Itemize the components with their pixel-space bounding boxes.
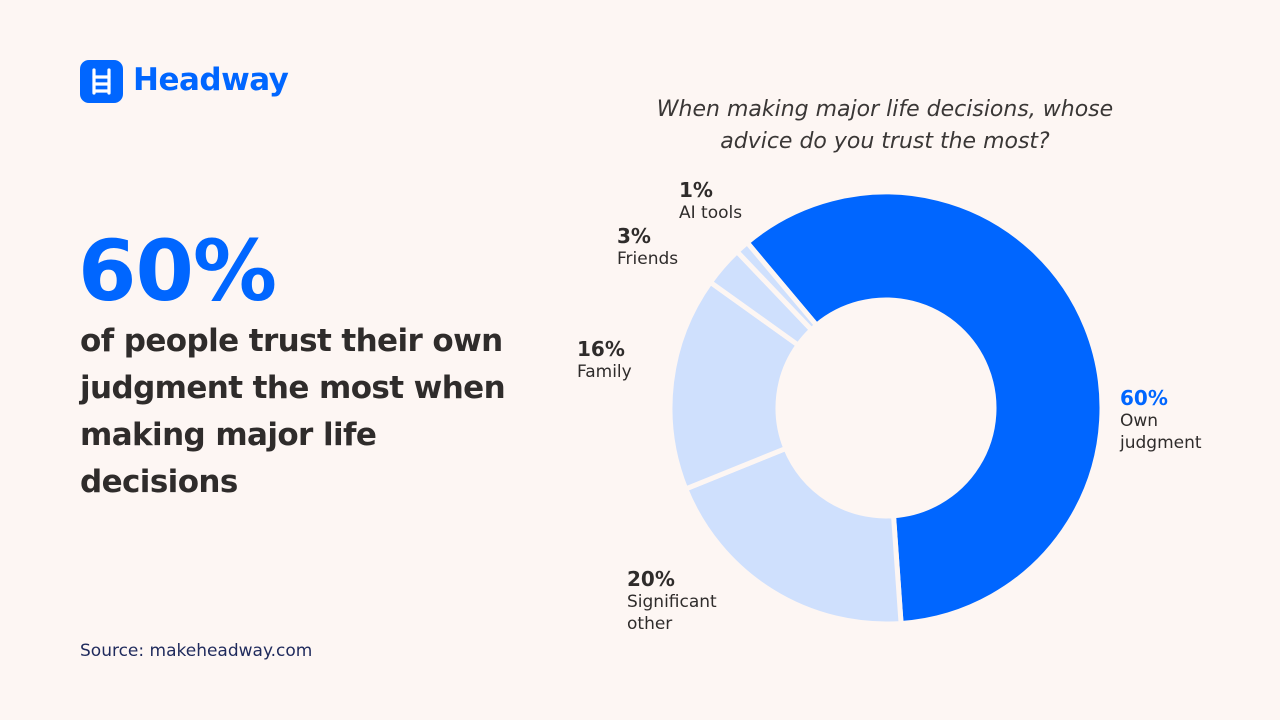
headline: 60% <box>78 222 277 320</box>
segment-label: 16% Family <box>577 337 677 383</box>
segment-label: 60% Own judgment <box>1120 386 1202 454</box>
category-label: Significant other <box>627 592 717 634</box>
value-label: 1% <box>679 178 713 202</box>
category-label: Own judgment <box>1120 411 1202 453</box>
donut-segment <box>734 240 820 333</box>
segment-label: 20% Significant other <box>627 567 727 635</box>
value-label: 3% <box>617 224 651 248</box>
value-label: 16% <box>577 337 625 361</box>
chart-title: When making major life decisions, whose … <box>656 97 1114 154</box>
logo-icon <box>80 60 123 103</box>
value-label: 60% <box>1120 386 1168 410</box>
category-label: Family <box>577 362 632 382</box>
category-label: Friends <box>617 249 679 269</box>
donut-segment <box>683 445 904 627</box>
brand: Headway <box>133 62 289 98</box>
donut-segment <box>667 279 801 492</box>
statement: of people trust their own judgment the m… <box>80 323 506 500</box>
category-label: AI tools <box>679 203 743 223</box>
value-label: 20% <box>627 567 675 591</box>
donut-segment <box>744 189 1105 626</box>
source: Source: makeheadway.com <box>80 641 313 661</box>
segment-label: 3% Friends <box>617 224 717 270</box>
segment-label: 1% AI tools <box>679 178 779 224</box>
